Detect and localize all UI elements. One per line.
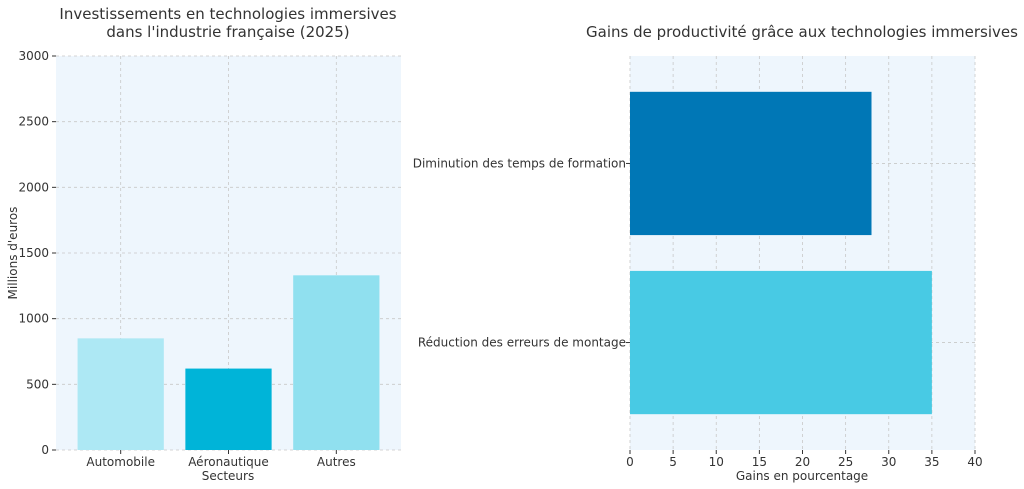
productivity-x-tick-label: 0 xyxy=(626,455,634,469)
productivity-x-tick-label: 20 xyxy=(795,455,810,469)
productivity-category-label: Réduction des erreurs de montage xyxy=(418,336,626,350)
investment-category-label: Aéronautique xyxy=(188,455,269,469)
productivity-bar xyxy=(630,91,872,236)
investment-chart-title-line-1: Investissements en technologies immersiv… xyxy=(59,5,396,23)
investment-x-ticks: Automobile Aéronautique Autres xyxy=(86,450,356,469)
investment-y-tick-label: 1500 xyxy=(18,246,49,260)
productivity-x-ticks: 0 5 10 15 20 25 30 35 40 xyxy=(626,450,983,469)
investment-bars xyxy=(77,275,380,450)
investment-x-axis-label: Secteurs xyxy=(202,469,254,483)
investment-y-tick-label: 2000 xyxy=(18,180,49,194)
productivity-bar xyxy=(630,270,932,415)
productivity-x-tick-label: 10 xyxy=(709,455,724,469)
investment-bar-chart: 0 500 1000 1500 2000 2500 3000 Automobile Aéron… xyxy=(6,5,401,483)
investment-bar xyxy=(77,338,164,450)
productivity-bars xyxy=(630,91,932,415)
productivity-bar-chart: 0 5 10 15 20 25 30 35 40 Diminution des temps de… xyxy=(413,23,1018,483)
productivity-x-tick-label: 30 xyxy=(881,455,896,469)
productivity-chart-title: Gains de productivité grâce aux technolo… xyxy=(586,23,1018,41)
productivity-x-tick-label: 25 xyxy=(838,455,853,469)
investment-y-axis-label: Millions d'euros xyxy=(6,207,20,300)
productivity-x-tick-label: 15 xyxy=(752,455,767,469)
investment-category-label: Automobile xyxy=(86,455,155,469)
investment-bar xyxy=(185,368,272,450)
productivity-x-axis-label: Gains en pourcentage xyxy=(736,469,868,483)
investment-y-tick-label: 1000 xyxy=(18,312,49,326)
productivity-y-ticks: Diminution des temps de formation Réducti… xyxy=(413,156,630,350)
investment-y-tick-label: 3000 xyxy=(18,49,49,63)
investment-chart-title-line-2: dans l'industrie française (2025) xyxy=(106,23,349,41)
investment-y-tick-label: 500 xyxy=(26,377,49,391)
investment-bar xyxy=(293,275,380,450)
investment-y-ticks: 0 500 1000 1500 2000 2500 3000 xyxy=(18,49,56,457)
productivity-x-tick-label: 5 xyxy=(669,455,677,469)
productivity-x-tick-label: 35 xyxy=(924,455,939,469)
investment-y-tick-label: 0 xyxy=(41,443,49,457)
investment-category-label: Autres xyxy=(317,455,356,469)
productivity-category-label: Diminution des temps de formation xyxy=(413,156,626,170)
productivity-x-tick-label: 40 xyxy=(967,455,982,469)
investment-y-tick-label: 2500 xyxy=(18,115,49,129)
